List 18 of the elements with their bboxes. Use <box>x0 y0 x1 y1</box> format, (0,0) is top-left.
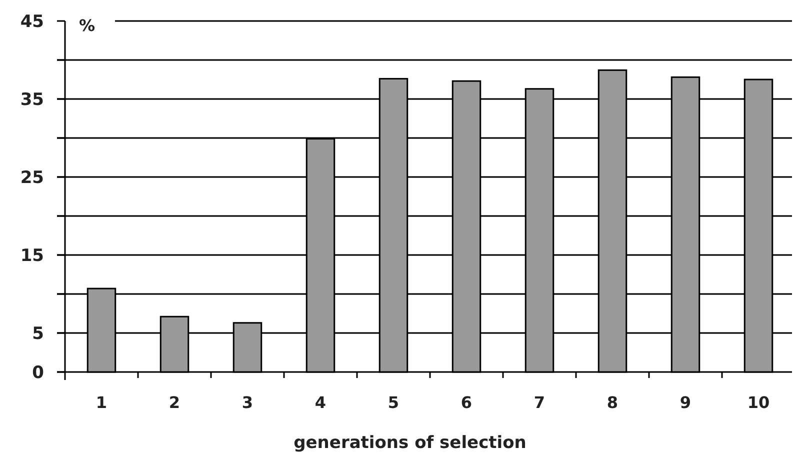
x-tick-label: 4 <box>314 393 326 412</box>
x-axis-title: generations of selection <box>294 433 526 453</box>
x-tick-label: 1 <box>96 393 108 412</box>
y-tick-label: 5 <box>32 324 44 344</box>
x-tick-label: 7 <box>534 393 546 412</box>
x-tick-label: 6 <box>460 393 472 412</box>
x-tick-label: 10 <box>747 393 770 412</box>
y-tick-label: 0 <box>32 362 44 383</box>
x-tick-label: 2 <box>168 393 180 412</box>
y-tick-label: 45 <box>20 12 44 32</box>
x-tick-label: 8 <box>606 393 618 412</box>
x-tick-label: 3 <box>242 393 254 412</box>
x-tick-label: 9 <box>680 393 692 412</box>
y-tick-label: 35 <box>20 90 44 110</box>
y-tick-label: 25 <box>20 168 44 188</box>
y-tick-label: 15 <box>20 246 44 266</box>
y-axis-title: % <box>79 16 96 35</box>
x-tick-label: 5 <box>388 393 400 412</box>
